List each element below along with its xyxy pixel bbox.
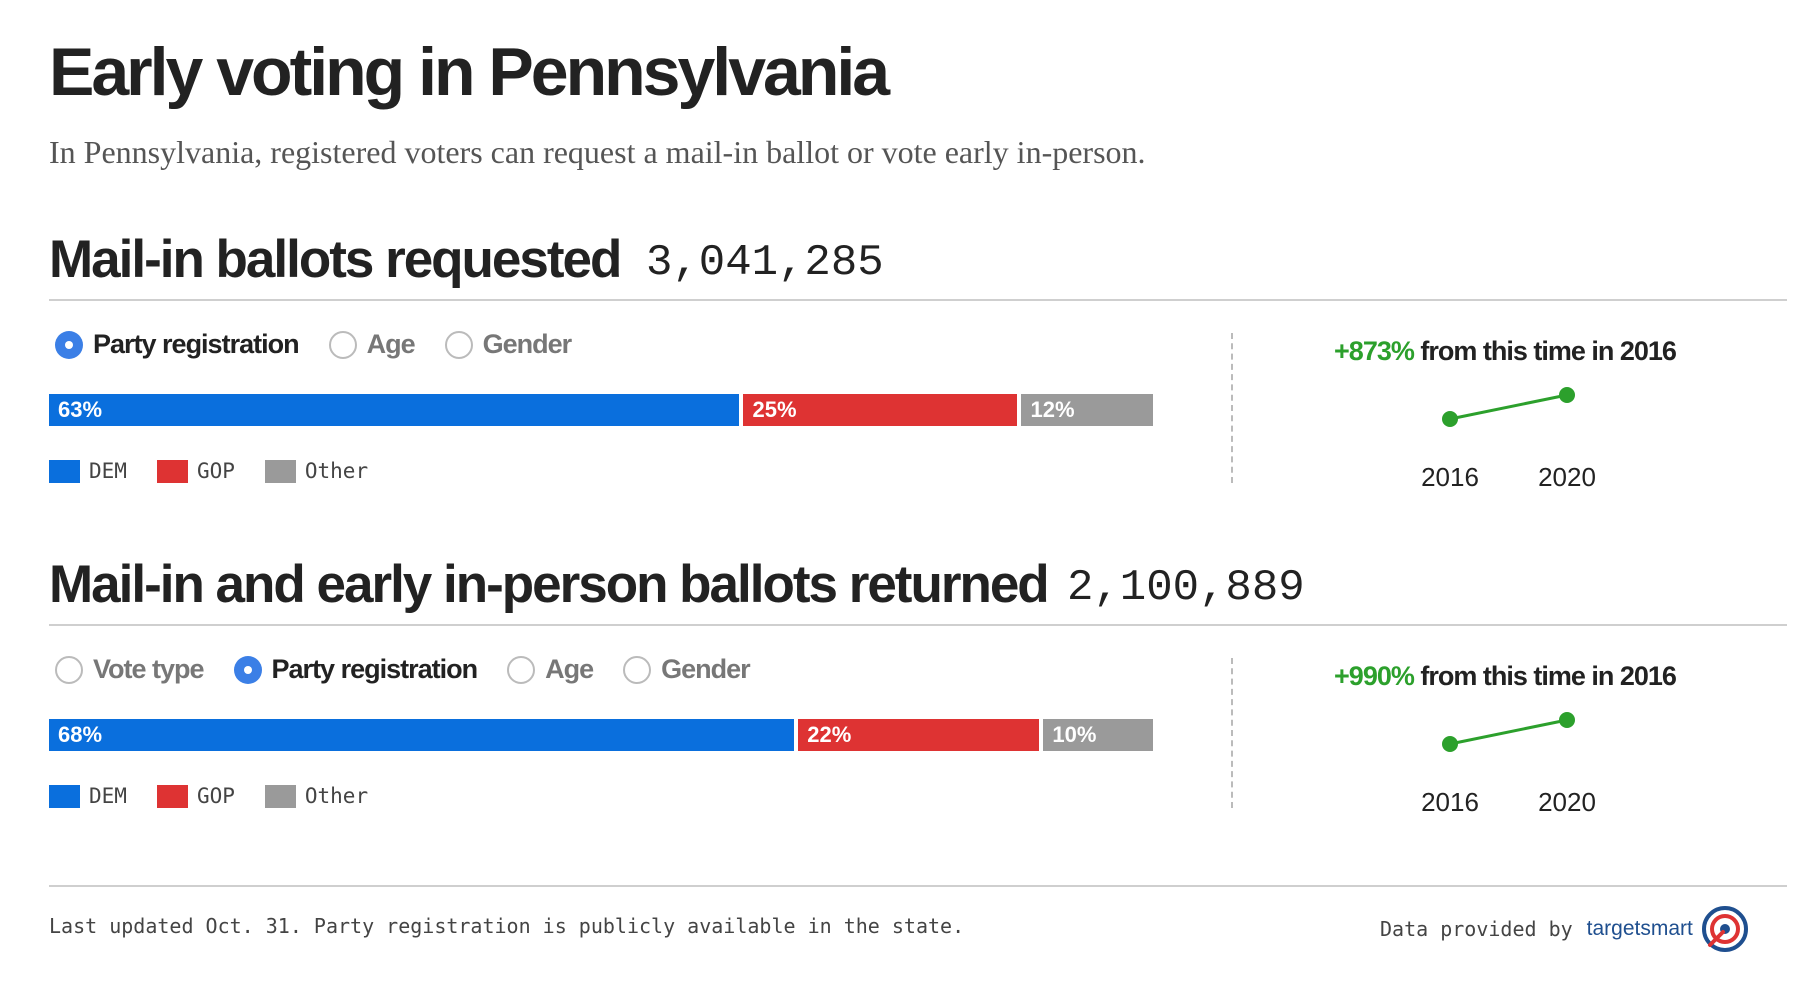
section-rule xyxy=(49,624,1787,626)
bar-segment-dem: 68% xyxy=(49,719,795,751)
radio-label: Vote type xyxy=(93,654,205,684)
legend-item-gop: GOP xyxy=(156,459,235,483)
sparkline-point-2020 xyxy=(1559,712,1575,728)
radio-label: Gender xyxy=(482,329,573,359)
targetsmart-logo-text[interactable]: targetsmart xyxy=(1586,917,1693,940)
target-icon[interactable] xyxy=(1701,905,1749,953)
radio-label: Age xyxy=(545,654,594,684)
radio-vote-type[interactable]: Vote type xyxy=(55,654,205,685)
section-total: 2,100,889 xyxy=(1067,563,1305,613)
section-rule xyxy=(49,299,1787,301)
sparkline-chart: 2016 2020 xyxy=(1421,387,1596,492)
section-total: 3,041,285 xyxy=(646,238,884,288)
radio-button-icon[interactable] xyxy=(55,330,83,359)
legend-label: DEM xyxy=(89,784,127,808)
legend-label: GOP xyxy=(196,784,235,808)
change-label: +873% from this time in 2016 xyxy=(1255,336,1755,367)
change-label: +990% from this time in 2016 xyxy=(1255,661,1755,692)
sparkline-tick-label: 2020 xyxy=(1538,787,1596,817)
sparkline-tick-label: 2016 xyxy=(1421,787,1479,817)
legend-label: DEM xyxy=(89,459,127,483)
radio-button-icon[interactable] xyxy=(444,330,473,359)
section-requested: Mail-in ballots requested 3,041,285 Part… xyxy=(0,233,1807,563)
bar-segment-gop: 22% xyxy=(798,719,1040,751)
stacked-bar: 68% 22% 10% xyxy=(49,719,1153,751)
radio-button-icon[interactable] xyxy=(623,655,652,684)
legend-swatch xyxy=(264,784,296,808)
radio-party-registration[interactable]: Party registration xyxy=(55,329,300,360)
change-percent: +990% xyxy=(1334,661,1415,691)
sparkline-tick-label: 2016 xyxy=(1421,462,1479,492)
stacked-bar: 63% 25% 12% xyxy=(49,394,1153,426)
radio-button-icon[interactable] xyxy=(507,655,536,684)
sparkline-point-2016 xyxy=(1442,736,1458,752)
dashed-divider xyxy=(1231,333,1233,483)
radio-gender[interactable]: Gender xyxy=(623,654,751,685)
radio-button-icon[interactable] xyxy=(55,655,83,684)
change-percent: +873% xyxy=(1334,336,1415,366)
legend-swatch xyxy=(49,459,80,483)
legend-item-other: Other xyxy=(264,784,369,808)
bar-segment-gop: 25% xyxy=(743,394,1018,426)
legend-swatch xyxy=(156,459,188,483)
data-credit: Data provided by targetsmart xyxy=(1380,905,1749,953)
legend-swatch xyxy=(264,459,296,483)
radio-label: Party registration xyxy=(93,329,300,359)
page-title: Early voting in Pennsylvania xyxy=(49,34,890,110)
radio-button-icon[interactable] xyxy=(328,330,357,359)
sparkline-point-2020 xyxy=(1559,387,1575,403)
change-text: from this time in 2016 xyxy=(1413,661,1677,691)
legend-swatch xyxy=(156,784,188,808)
legend-item-dem: DEM xyxy=(49,459,127,483)
legend: DEM GOP Other xyxy=(49,784,398,808)
page-subtitle: In Pennsylvania, registered voters can r… xyxy=(49,134,1146,170)
radio-age[interactable]: Age xyxy=(507,654,594,685)
legend-label: Other xyxy=(304,459,369,483)
filter-radio-group: Party registration Age Gender xyxy=(55,329,601,360)
sparkline-tick-label: 2020 xyxy=(1538,462,1596,492)
dashed-divider xyxy=(1231,658,1233,808)
radio-button-icon[interactable] xyxy=(233,655,262,684)
filter-radio-group: Vote type Party registration Age Gender xyxy=(55,654,780,685)
legend-item-gop: GOP xyxy=(156,784,235,808)
section-title: Mail-in and early in-person ballots retu… xyxy=(49,555,1050,614)
radio-age[interactable]: Age xyxy=(328,329,416,360)
sparkline-series xyxy=(1449,393,1568,421)
legend-swatch xyxy=(49,784,80,808)
sparkline-point-2016 xyxy=(1442,411,1458,427)
bar-segment-other: 10% xyxy=(1043,719,1153,751)
sparkline-chart: 2016 2020 xyxy=(1421,712,1596,817)
legend: DEM GOP Other xyxy=(49,459,398,483)
section-returned: Mail-in and early in-person ballots retu… xyxy=(0,558,1807,888)
change-text: from this time in 2016 xyxy=(1413,336,1677,366)
radio-label: Party registration xyxy=(271,654,479,684)
radio-label: Age xyxy=(366,329,416,359)
radio-label: Gender xyxy=(661,654,751,684)
legend-item-dem: DEM xyxy=(49,784,127,808)
bar-segment-dem: 63% xyxy=(49,394,740,426)
footer-rule xyxy=(49,885,1787,887)
legend-label: GOP xyxy=(196,459,235,483)
bar-segment-other: 12% xyxy=(1021,394,1153,426)
section-title: Mail-in ballots requested xyxy=(49,230,622,289)
radio-party-registration[interactable]: Party registration xyxy=(233,654,479,685)
legend-label: Other xyxy=(304,784,369,808)
sparkline-series xyxy=(1449,718,1568,746)
credit-label: Data provided by xyxy=(1380,917,1573,941)
footer-note: Last updated Oct. 31. Party registration… xyxy=(49,914,965,938)
radio-gender[interactable]: Gender xyxy=(444,329,573,360)
legend-item-other: Other xyxy=(264,459,369,483)
